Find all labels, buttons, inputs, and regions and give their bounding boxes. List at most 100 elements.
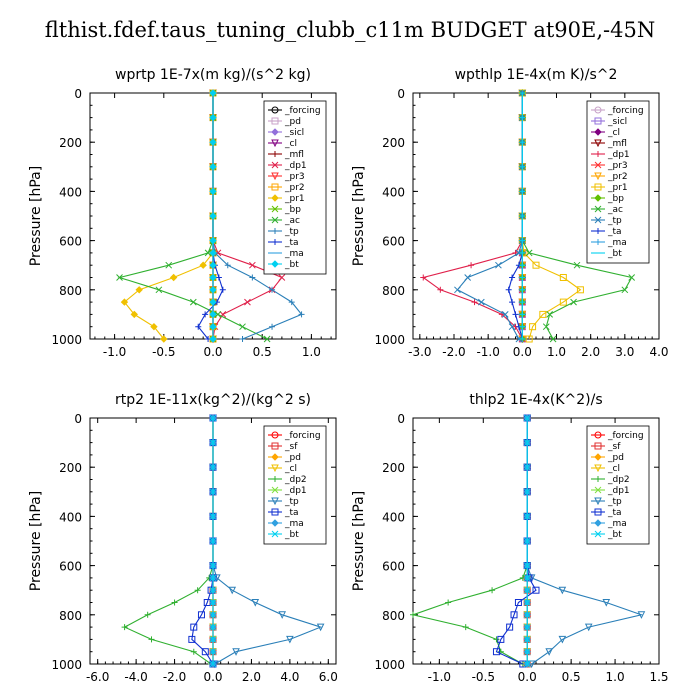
data-point — [160, 335, 168, 343]
legend-marker — [594, 519, 602, 527]
data-point — [559, 298, 567, 306]
legend-label: _pr1 — [607, 183, 628, 193]
data-point — [523, 648, 531, 656]
data-point — [477, 298, 485, 306]
y-tick-label: 200 — [59, 136, 82, 150]
data-point — [120, 298, 129, 306]
x-tick-label: 4.0 — [280, 670, 299, 684]
data-point — [523, 414, 531, 422]
data-point — [269, 323, 276, 330]
data-point — [209, 249, 217, 257]
y-axis-label: Pressure [hPa] — [351, 491, 367, 591]
data-point — [492, 648, 500, 656]
data-point — [509, 299, 516, 306]
data-point — [219, 286, 226, 293]
legend-label: _dp1 — [284, 486, 307, 496]
legend-label: _bp — [607, 194, 624, 204]
data-point — [286, 635, 294, 644]
data-point — [224, 262, 231, 269]
x-tick-label: -2.0 — [163, 670, 186, 684]
y-tick-label: 1000 — [374, 333, 405, 347]
data-point — [202, 311, 209, 318]
legend-label: _pr3 — [284, 172, 305, 182]
legend-marker — [594, 431, 602, 439]
legend-marker — [594, 497, 602, 506]
legend-marker — [271, 205, 279, 213]
legend-marker — [271, 431, 279, 439]
data-point — [495, 261, 502, 269]
legend-label: _ac — [284, 216, 300, 226]
data-point — [251, 599, 260, 607]
legend-marker — [272, 239, 278, 245]
legend-marker — [594, 161, 602, 169]
legend-marker — [271, 453, 279, 461]
legend-label: _dp2 — [607, 475, 630, 485]
data-point — [121, 624, 128, 631]
chart-panel-thlp2: thlp2 1E-4x(K^2)/s Pressure [hPa] -1.0 -0.5… — [351, 392, 669, 684]
data-point — [209, 163, 217, 171]
data-point — [150, 322, 158, 331]
legend-marker — [271, 183, 279, 191]
legend-label: _bt — [607, 530, 622, 540]
legend-marker — [594, 464, 602, 473]
y-tick-label: 1000 — [51, 333, 82, 347]
x-tick-label: -1.0 — [428, 670, 451, 684]
data-point — [570, 298, 577, 306]
legend-marker — [594, 530, 602, 538]
panel-title: wprtp 1E-7x(m kg)/(s^2 kg) — [115, 67, 311, 83]
data-point — [523, 488, 531, 496]
y-tick-label: 400 — [382, 510, 405, 524]
data-point — [298, 311, 305, 318]
data-point — [529, 323, 537, 331]
data-point — [209, 623, 217, 631]
data-point — [437, 286, 444, 293]
data-point — [209, 660, 217, 668]
data-point — [209, 298, 217, 306]
data-point — [209, 322, 217, 331]
data-point — [576, 286, 584, 294]
legend-marker — [271, 139, 279, 148]
y-tick-label: 600 — [59, 560, 82, 574]
x-tick-label: 0.5 — [562, 670, 581, 684]
data-point — [523, 513, 531, 520]
data-point — [209, 138, 217, 146]
data-point — [523, 599, 531, 606]
data-point — [209, 89, 217, 97]
legend-marker — [594, 172, 602, 181]
legend-label: _sf — [607, 442, 621, 452]
data-point — [410, 611, 416, 618]
data-point — [209, 414, 217, 422]
legend-label: _bp — [284, 205, 301, 215]
legend-label: _ma — [284, 519, 304, 529]
data-point — [637, 611, 646, 619]
x-tick-label: -4.0 — [124, 670, 147, 684]
data-point — [468, 262, 475, 269]
legend-marker — [271, 442, 279, 450]
panel-title: thlp2 1E-4x(K^2)/s — [469, 392, 602, 408]
data-point — [209, 439, 217, 446]
series-line-pr1 — [123, 93, 214, 340]
data-point — [462, 624, 469, 631]
legend-label: _pd — [607, 453, 624, 463]
data-point — [525, 335, 533, 343]
legend-label: _tp — [607, 216, 622, 226]
legend-label: _pr2 — [284, 183, 305, 193]
legend-marker — [594, 205, 602, 213]
data-point — [209, 236, 217, 245]
data-point — [505, 286, 512, 293]
legend-label: _ta — [607, 508, 622, 518]
data-point — [523, 562, 531, 569]
legend-marker — [594, 106, 602, 114]
data-point — [532, 586, 540, 594]
x-tick-label: -1.0 — [476, 345, 499, 359]
legend-label: _ac — [607, 205, 623, 215]
legend-label: _ma — [607, 519, 627, 529]
legend-marker — [272, 476, 278, 482]
data-point — [249, 261, 256, 269]
legend-marker — [271, 128, 279, 136]
legend-label: _pr2 — [607, 172, 628, 182]
y-tick-label: 1000 — [374, 658, 405, 672]
data-point — [190, 623, 198, 631]
series-group — [121, 414, 325, 669]
